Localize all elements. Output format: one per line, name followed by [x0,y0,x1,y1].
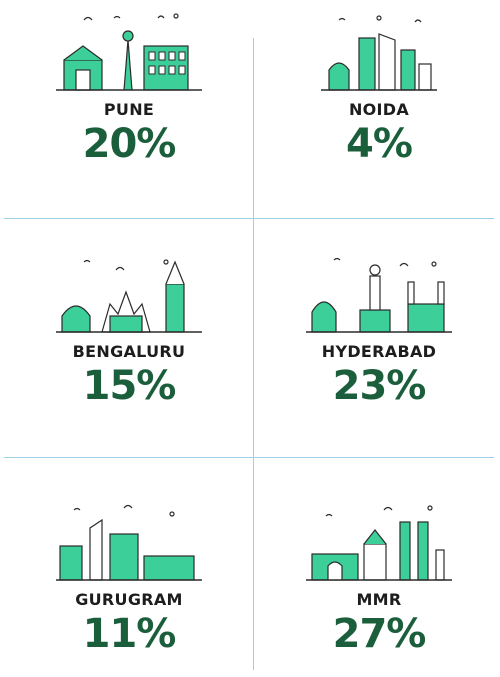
city-share-value: 15% [82,363,177,409]
vertical-divider [253,38,254,670]
city-share-value: 11% [82,611,177,657]
horizontal-divider-top [4,218,494,219]
pune-skyline-icon [56,13,202,91]
horizontal-divider-bottom [4,457,494,458]
city-card-mmr: MMR 27% [254,500,500,656]
city-card-gurugram: GURUGRAM 11% [4,500,254,656]
bengaluru-skyline-icon [56,259,202,333]
city-name: GURUGRAM [75,590,183,609]
city-share-value: 23% [332,363,427,409]
city-card-noida: NOIDA 4% [254,10,500,166]
city-share-value: 20% [82,121,177,167]
city-name: PUNE [103,100,155,119]
mmr-skyline-icon [306,505,452,581]
city-card-pune: PUNE 20% [4,10,254,166]
city-name: HYDERABAD [321,342,437,361]
city-card-bengaluru: BENGALURU 15% [4,252,254,408]
city-name: MMR [356,590,402,609]
city-share-value: 27% [332,611,427,657]
hyderabad-skyline-icon [306,257,452,333]
city-name: NOIDA [348,100,410,119]
city-card-hyderabad: HYDERABAD 23% [254,252,500,408]
city-share-value: 4% [346,121,413,167]
gurugram-skyline-icon [56,504,202,581]
city-name: BENGALURU [72,342,186,361]
noida-skyline-icon [321,15,437,91]
